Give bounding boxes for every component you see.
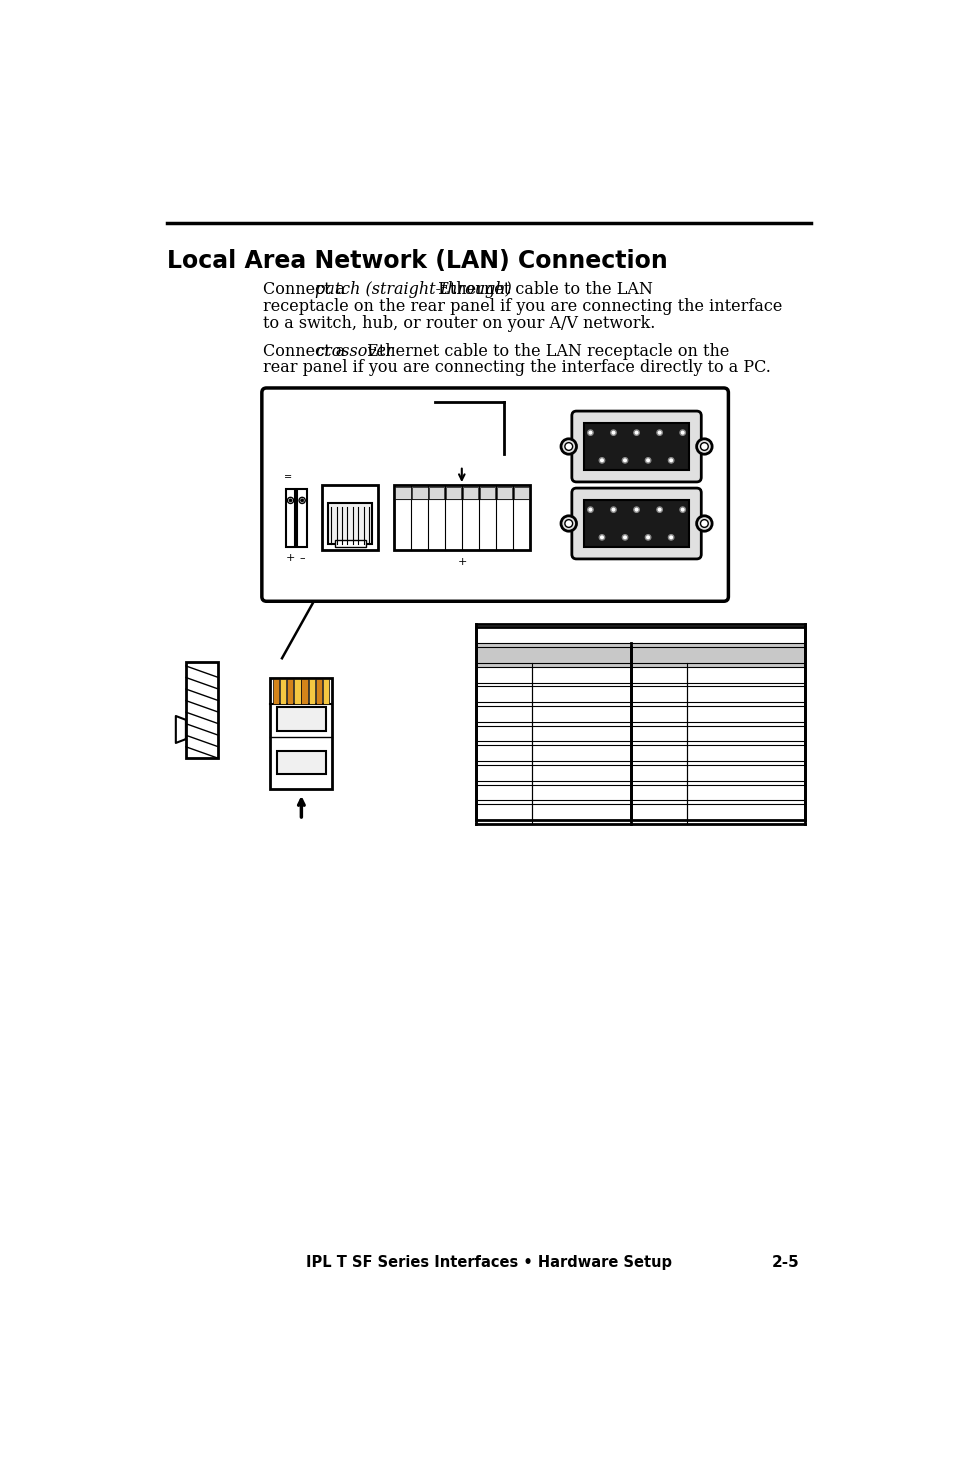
Bar — [276, 751, 326, 774]
Bar — [270, 677, 332, 789]
Bar — [335, 540, 365, 547]
Bar — [273, 678, 279, 705]
Bar — [476, 648, 804, 667]
Text: Connect a: Connect a — [262, 342, 350, 360]
Circle shape — [633, 429, 639, 435]
Circle shape — [621, 457, 627, 463]
Text: patch (straight-through): patch (straight-through) — [315, 280, 512, 298]
Circle shape — [598, 534, 604, 540]
Bar — [476, 627, 804, 825]
Bar — [514, 487, 529, 499]
Circle shape — [564, 442, 572, 450]
Text: +: + — [286, 553, 294, 563]
Bar — [294, 678, 300, 705]
Bar — [322, 485, 377, 550]
Circle shape — [287, 497, 294, 503]
Bar — [301, 678, 308, 705]
Circle shape — [696, 438, 711, 454]
Circle shape — [668, 534, 673, 540]
FancyBboxPatch shape — [261, 388, 728, 602]
Circle shape — [560, 516, 576, 531]
Bar — [476, 643, 804, 662]
Circle shape — [657, 507, 661, 512]
Text: –: – — [299, 553, 305, 563]
Circle shape — [633, 507, 639, 512]
Text: =: = — [283, 472, 292, 482]
Text: Ethernet cable to the LAN: Ethernet cable to the LAN — [433, 280, 652, 298]
Bar — [308, 678, 314, 705]
Bar — [322, 678, 329, 705]
Circle shape — [298, 497, 305, 503]
Circle shape — [610, 507, 616, 512]
Circle shape — [679, 429, 684, 435]
Bar — [583, 500, 688, 547]
Circle shape — [657, 429, 661, 435]
Bar — [328, 503, 372, 544]
Circle shape — [564, 519, 572, 528]
Bar — [287, 678, 294, 705]
Bar — [297, 488, 307, 547]
FancyBboxPatch shape — [571, 412, 700, 482]
Circle shape — [668, 457, 673, 463]
Bar — [286, 488, 294, 547]
Circle shape — [300, 499, 303, 502]
Bar — [446, 487, 461, 499]
Bar — [394, 485, 530, 550]
Bar — [497, 487, 512, 499]
Circle shape — [621, 534, 627, 540]
Circle shape — [587, 507, 593, 512]
Text: to a switch, hub, or router on your A/V network.: to a switch, hub, or router on your A/V … — [262, 314, 655, 332]
Bar — [412, 487, 427, 499]
Bar — [476, 624, 804, 820]
Text: rear panel if you are connecting the interface directly to a PC.: rear panel if you are connecting the int… — [262, 360, 770, 376]
Circle shape — [700, 442, 707, 450]
Bar — [276, 707, 326, 732]
Bar — [429, 487, 444, 499]
Circle shape — [644, 457, 650, 463]
Text: IPL T SF Series Interfaces • Hardware Setup: IPL T SF Series Interfaces • Hardware Se… — [306, 1255, 671, 1270]
Bar — [279, 678, 286, 705]
Circle shape — [696, 516, 711, 531]
Text: 2-5: 2-5 — [771, 1255, 799, 1270]
Circle shape — [289, 499, 292, 502]
Circle shape — [700, 519, 707, 528]
Bar — [583, 423, 688, 469]
Text: +: + — [457, 556, 466, 566]
Bar — [462, 487, 477, 499]
Text: crossover: crossover — [315, 342, 394, 360]
Circle shape — [679, 507, 684, 512]
Text: Ethernet cable to the LAN receptacle on the: Ethernet cable to the LAN receptacle on … — [361, 342, 728, 360]
Text: Connect a: Connect a — [262, 280, 350, 298]
Circle shape — [560, 438, 576, 454]
Circle shape — [587, 429, 593, 435]
Text: receptacle on the rear panel if you are connecting the interface: receptacle on the rear panel if you are … — [262, 298, 781, 314]
Bar — [186, 662, 218, 758]
Bar — [479, 487, 495, 499]
Bar — [395, 487, 410, 499]
Text: Local Area Network (LAN) Connection: Local Area Network (LAN) Connection — [167, 249, 667, 273]
Circle shape — [644, 534, 650, 540]
Circle shape — [610, 429, 616, 435]
Bar — [315, 678, 322, 705]
Circle shape — [598, 457, 604, 463]
FancyBboxPatch shape — [571, 488, 700, 559]
